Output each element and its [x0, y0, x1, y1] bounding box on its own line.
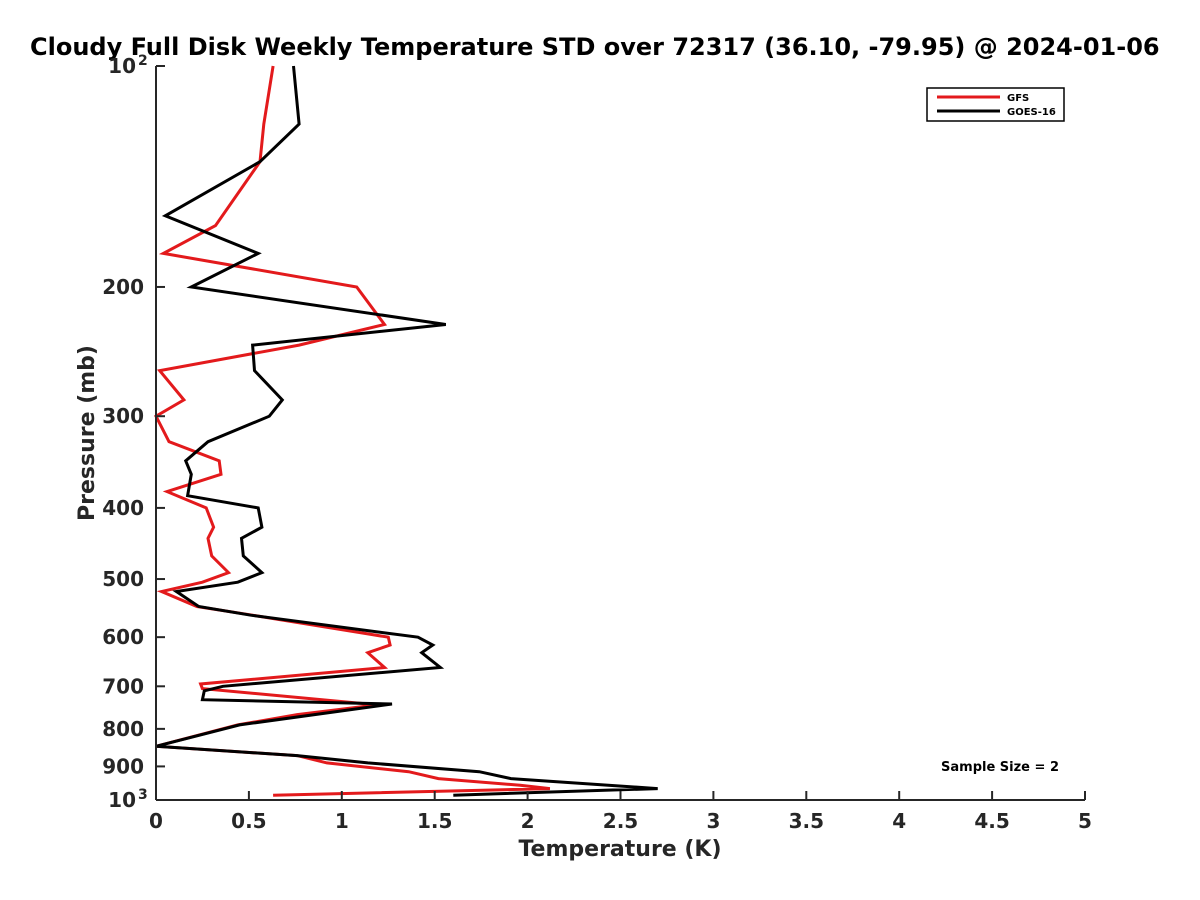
x-tick-label: 2.5 [603, 809, 638, 833]
legend-entry: GOES-16 [1007, 107, 1056, 118]
y-tick-label: 200 [102, 275, 144, 299]
x-tick-label: 0 [149, 809, 163, 833]
y-tick-label: 400 [102, 496, 144, 520]
x-tick-label: 1 [335, 809, 349, 833]
y-tick-label: 500 [102, 567, 144, 591]
sample-size-annotation: Sample Size = 2 [941, 760, 1059, 775]
plot-area [154, 65, 658, 797]
chart-title: Cloudy Full Disk Weekly Temperature STD … [30, 33, 1160, 61]
x-tick-label: 3.5 [789, 809, 824, 833]
x-tick-label: 4.5 [974, 809, 1009, 833]
x-tick-label: 4 [892, 809, 906, 833]
y-tick-exponent: 3 [138, 787, 148, 803]
legend: GFS GOES-16 [926, 87, 1065, 122]
x-axis: 0 0.5 1 1.5 2 2.5 3 3.5 4 4.5 5 [149, 791, 1092, 833]
x-tick-label: 3 [706, 809, 720, 833]
legend-entry: GFS [1007, 93, 1029, 104]
x-tick-label: 5 [1078, 809, 1092, 833]
x-tick-label: 1.5 [417, 809, 452, 833]
x-tick-label: 0.5 [231, 809, 266, 833]
legend-box [926, 87, 1065, 122]
y-tick-label: 700 [102, 674, 144, 698]
y-axis-label: Pressure (mb) [75, 345, 100, 521]
y-tick-exponent: 2 [138, 53, 148, 69]
series-line-gfs [154, 65, 551, 797]
y-tick-label: 900 [102, 754, 144, 778]
y-tick-label: 10 [108, 788, 136, 812]
x-axis-label: Temperature (K) [518, 837, 721, 862]
y-tick-label: 10 [108, 54, 136, 78]
x-tick-label: 2 [521, 809, 535, 833]
y-tick-label: 300 [102, 404, 144, 428]
series-line-goes-16 [155, 65, 658, 797]
y-tick-label: 800 [102, 717, 144, 741]
y-tick-label: 600 [102, 625, 144, 649]
